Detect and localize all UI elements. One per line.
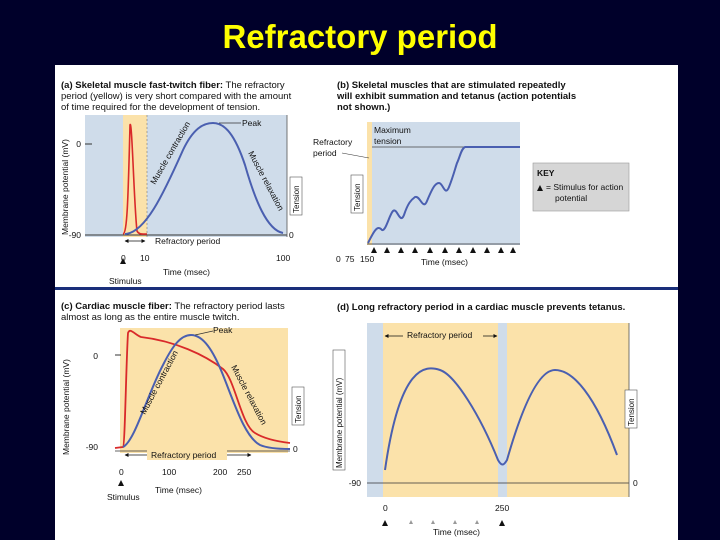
y-right-label: Tension [294, 395, 303, 423]
x-axis-label: Time (msec) [163, 267, 210, 277]
stimulus-markers [371, 247, 516, 253]
panel-b-caption: (b) Skeletal muscles that are stimulated… [337, 80, 597, 113]
y-right-label-box: Tension [289, 176, 303, 216]
y-right-label-box: Tension [291, 386, 305, 426]
x-axis-label: Time (msec) [433, 527, 480, 537]
refractory-label-line: Refractory [313, 137, 353, 147]
x-tick: 100 [276, 253, 290, 263]
max-tension-label-line: Maximum [374, 125, 411, 135]
stimulus-marker [382, 520, 388, 526]
tick-zero: 0 [76, 139, 81, 149]
key-box: KEY = Stimulus for action potential [532, 162, 630, 212]
x-tick: 150 [360, 254, 374, 264]
panel-c-caption: (c) Cardiac muscle fiber: The refractory… [61, 301, 321, 323]
tick-right-zero: 0 [633, 478, 638, 488]
refractory-leader [341, 152, 370, 159]
panel-c-heading: (c) Cardiac muscle fiber: [61, 301, 172, 312]
max-tension-label-line: tension [374, 136, 402, 146]
panel-a-plot: Peak Muscle contraction Muscle relaxatio… [60, 115, 303, 286]
peak-label: Peak [242, 118, 262, 128]
summation-tetanus-trace [367, 146, 520, 244]
tension-trace [124, 121, 284, 235]
key-text-line: potential [555, 193, 587, 203]
refractory-label: Refractory period [407, 330, 472, 340]
slide-title: Refractory period [222, 18, 498, 55]
refractory-figure: (a) Skeletal muscle fast-twitch fiber: T… [55, 65, 678, 540]
y-axis-label: Membrane potential (mV) [335, 377, 344, 468]
panel-a-caption-line: The refractory [225, 80, 285, 91]
tension-trace [122, 333, 291, 450]
stimulus-marker [499, 520, 505, 526]
stimulus-marker [120, 258, 126, 264]
panel-a-heading: (a) Skeletal muscle fast-twitch fiber: [61, 80, 224, 91]
y-right-label: Tension [627, 398, 636, 426]
y-axis-label-box: Membrane potential (mV) [332, 349, 346, 471]
refractory-label: Refractory period [151, 450, 216, 460]
panel-a-caption-line: of time required for the development of … [61, 102, 261, 113]
x-tick: 250 [495, 503, 509, 513]
action-potential-trace [122, 124, 148, 235]
refractory-label-bg [403, 329, 483, 341]
plot-background [367, 122, 520, 245]
tick-right-zero: 0 [293, 444, 298, 454]
x-tick: 0 [336, 254, 341, 264]
tick-neg90: -90 [86, 442, 99, 452]
y-label-box: Tension [350, 174, 364, 214]
x-tick: 0 [383, 503, 388, 513]
panel-c-plot: Peak Muscle contraction Muscle relaxatio… [61, 325, 305, 502]
y-axis-label: Membrane potential (mV) [60, 139, 70, 235]
x-tick: 100 [162, 467, 176, 477]
figure-graphics: Peak Muscle contraction Muscle relaxatio… [55, 115, 678, 537]
y-right-label-box: Tension [624, 389, 638, 429]
panel-divider [55, 287, 678, 290]
x-axis-label: Time (msec) [421, 257, 468, 267]
key-stimulus-icon [537, 185, 543, 191]
plot-background [120, 328, 288, 453]
stimulus-markers-faint [409, 520, 479, 524]
panel-d-heading: (d) Long refractory period in a cardiac … [337, 302, 626, 313]
x-tick: 0 [119, 467, 124, 477]
peak-leader [194, 330, 214, 336]
x-tick: 200 [213, 467, 227, 477]
y-axis-label: Tension [353, 183, 362, 211]
stimulus-marker [118, 480, 124, 486]
panel-d-plot: Refractory period -90 0 Membrane potenti… [332, 323, 638, 537]
peak-label: Peak [213, 325, 233, 335]
y-right-label: Tension [292, 185, 301, 213]
panel-b-heading-line: (b) Skeletal muscles that are stimulated… [337, 80, 566, 91]
panel-b-heading-line: will exhibit summation and tetanus (acti… [337, 91, 577, 102]
refractory-shading [367, 122, 372, 245]
refractory-label: Refractory period [155, 236, 220, 246]
panel-b-plot: Refractory period Maximum tension Tensio… [313, 122, 630, 267]
panel-d-caption: (d) Long refractory period in a cardiac … [337, 302, 667, 313]
stimulus-label: Stimulus [109, 276, 142, 286]
between-refractory-shading [498, 323, 507, 497]
tick-right-zero: 0 [289, 230, 294, 240]
refractory-label-line: period [313, 148, 337, 158]
key-title: KEY [537, 168, 555, 178]
panel-a-caption: (a) Skeletal muscle fast-twitch fiber: T… [61, 80, 309, 113]
y-axis-label: Membrane potential (mV) [61, 359, 71, 455]
tension-trace [384, 367, 618, 471]
refractory-label-bg [147, 448, 227, 460]
panel-c-caption-line: The refractory period lasts [174, 301, 285, 312]
x-tick: 250 [237, 467, 251, 477]
key-text-line: = Stimulus for action [546, 182, 624, 192]
tick-zero: 0 [93, 351, 98, 361]
pre-stimulus-shading [367, 323, 383, 497]
x-tick: 0 [121, 253, 126, 263]
tick-neg90: -90 [69, 230, 82, 240]
panel-c-caption-line: almost as long as the entire muscle twit… [61, 312, 240, 323]
panel-a-caption-line: period (yellow) is very short compared w… [61, 91, 292, 102]
x-axis-label: Time (msec) [155, 485, 202, 495]
x-tick: 75 [345, 254, 355, 264]
tick-neg90: -90 [349, 478, 362, 488]
plot-background [85, 115, 287, 237]
stimulus-label: Stimulus [107, 492, 140, 502]
panel-b-heading-line: not shown.) [337, 102, 391, 113]
x-tick: 10 [140, 253, 150, 263]
